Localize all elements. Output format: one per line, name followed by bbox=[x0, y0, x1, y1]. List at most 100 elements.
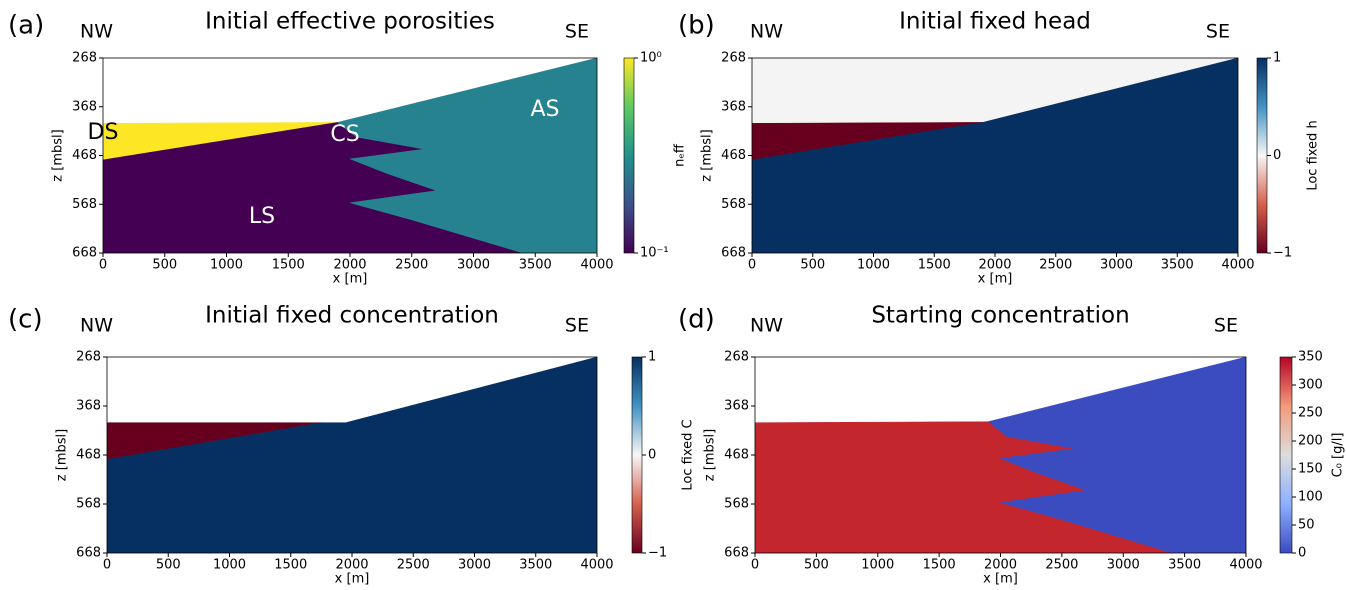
x-tick-label: 0 bbox=[99, 258, 107, 273]
x-tick-label: 4000 bbox=[1221, 258, 1254, 273]
x-tick-label: 2500 bbox=[1039, 258, 1072, 273]
x-axis-label: x [m] bbox=[335, 572, 370, 587]
colorbar-tick-label: 350 bbox=[1298, 350, 1323, 365]
x-tick-label: 1000 bbox=[861, 558, 894, 573]
x-tick-label: 1500 bbox=[274, 558, 307, 573]
colorbar-label: nₑff bbox=[673, 143, 688, 167]
y-tick-label: 568 bbox=[721, 197, 746, 212]
colorbar bbox=[1279, 356, 1293, 554]
colorbar-tick-label: 0 bbox=[648, 448, 656, 463]
left-label: NW bbox=[80, 21, 113, 43]
region bbox=[752, 58, 1238, 253]
left-label: NW bbox=[750, 315, 783, 337]
x-tick-label: 1000 bbox=[210, 258, 243, 273]
region bbox=[107, 357, 597, 553]
left-label: NW bbox=[750, 21, 783, 43]
colorbar-tick-label: −1 bbox=[1273, 246, 1292, 261]
panel-label: (c) bbox=[8, 305, 43, 335]
chart-title: Initial fixed concentration bbox=[205, 303, 499, 329]
x-tick-label: 500 bbox=[152, 258, 177, 273]
y-tick-label: 468 bbox=[721, 148, 746, 163]
x-tick-label: 500 bbox=[804, 558, 829, 573]
y-tick-label: 668 bbox=[721, 246, 746, 261]
y-tick-label: 268 bbox=[721, 51, 746, 66]
x-tick-label: 1500 bbox=[272, 258, 305, 273]
region-label: LS bbox=[249, 204, 275, 229]
chart-title: Initial effective porosities bbox=[205, 9, 495, 35]
x-tick-label: 4000 bbox=[580, 258, 613, 273]
colorbar-tick-label: 150 bbox=[1298, 462, 1323, 477]
x-tick-label: 3000 bbox=[458, 558, 491, 573]
x-tick-label: 3000 bbox=[1100, 258, 1133, 273]
x-axis-label: x [m] bbox=[333, 272, 368, 287]
panel-label: (a) bbox=[8, 11, 44, 41]
colorbar-label: C₀ [g/l] bbox=[1331, 433, 1346, 478]
y-tick-label: 268 bbox=[724, 350, 749, 365]
y-tick-label: 468 bbox=[724, 448, 749, 463]
x-tick-label: 1000 bbox=[213, 558, 246, 573]
y-axis-label: z [mbsl] bbox=[55, 429, 70, 481]
x-tick-label: 2000 bbox=[984, 558, 1017, 573]
y-axis-label: z [mbsl] bbox=[51, 129, 66, 181]
x-tick-label: 2000 bbox=[335, 558, 368, 573]
colorbar-tick-label: 0 bbox=[1298, 546, 1306, 561]
panel-label: (b) bbox=[678, 11, 715, 41]
right-label: SE bbox=[565, 21, 589, 43]
colorbar-tick-label: 10⁻¹ bbox=[640, 246, 669, 261]
x-tick-label: 2500 bbox=[395, 258, 428, 273]
x-tick-label: 3500 bbox=[519, 258, 552, 273]
y-tick-label: 668 bbox=[76, 546, 101, 561]
right-label: SE bbox=[1214, 315, 1238, 337]
x-tick-label: 2000 bbox=[333, 258, 366, 273]
x-tick-label: 3000 bbox=[1107, 558, 1140, 573]
colorbar-tick-label: 50 bbox=[1298, 518, 1315, 533]
colorbar-tick-label: 1 bbox=[1273, 51, 1281, 66]
colorbar-tick-label: 250 bbox=[1298, 406, 1323, 421]
x-tick-label: 4000 bbox=[1229, 558, 1262, 573]
x-tick-label: 2500 bbox=[1045, 558, 1078, 573]
x-tick-label: 1500 bbox=[918, 258, 951, 273]
y-tick-label: 668 bbox=[72, 246, 97, 261]
region bbox=[987, 357, 1246, 553]
y-tick-label: 568 bbox=[724, 497, 749, 512]
panel-label: (d) bbox=[678, 305, 715, 335]
colorbar-tick-label: 0 bbox=[1273, 148, 1281, 163]
x-tick-label: 1000 bbox=[857, 258, 890, 273]
x-axis-label: x [m] bbox=[983, 572, 1018, 587]
x-tick-label: 1500 bbox=[923, 558, 956, 573]
x-tick-label: 500 bbox=[156, 558, 181, 573]
y-tick-label: 368 bbox=[72, 99, 97, 114]
colorbar-tick-label: 300 bbox=[1298, 378, 1323, 393]
y-tick-label: 468 bbox=[72, 148, 97, 163]
region-label: CS bbox=[330, 122, 359, 147]
colorbar bbox=[623, 57, 635, 254]
region bbox=[337, 58, 597, 253]
region-label: DS bbox=[88, 120, 119, 145]
colorbar-tick-label: 200 bbox=[1298, 434, 1323, 449]
colorbar-tick-label: 10⁰ bbox=[640, 51, 662, 66]
x-tick-label: 2000 bbox=[978, 258, 1011, 273]
x-axis-label: x [m] bbox=[978, 272, 1013, 287]
left-label: NW bbox=[80, 315, 113, 337]
region-label: AS bbox=[530, 97, 559, 122]
y-tick-label: 268 bbox=[72, 51, 97, 66]
y-axis-label: z [mbsl] bbox=[703, 429, 718, 481]
colorbar-label: Loc fixed C bbox=[681, 419, 696, 490]
x-tick-label: 0 bbox=[751, 558, 759, 573]
x-tick-label: 4000 bbox=[580, 558, 613, 573]
y-tick-label: 568 bbox=[76, 497, 101, 512]
x-tick-label: 3000 bbox=[457, 258, 490, 273]
colorbar-label: Loc fixed h bbox=[1306, 120, 1321, 190]
y-tick-label: 268 bbox=[76, 350, 101, 365]
y-tick-label: 568 bbox=[72, 197, 97, 212]
x-tick-label: 0 bbox=[748, 258, 756, 273]
colorbar-tick-label: 1 bbox=[648, 350, 656, 365]
chart-title: Initial fixed head bbox=[899, 9, 1091, 35]
x-tick-label: 2500 bbox=[397, 558, 430, 573]
x-tick-label: 3500 bbox=[519, 558, 552, 573]
y-tick-label: 368 bbox=[721, 99, 746, 114]
colorbar-tick-label: 100 bbox=[1298, 490, 1323, 505]
y-axis-label: z [mbsl] bbox=[700, 129, 715, 181]
x-tick-label: 3500 bbox=[1161, 258, 1194, 273]
